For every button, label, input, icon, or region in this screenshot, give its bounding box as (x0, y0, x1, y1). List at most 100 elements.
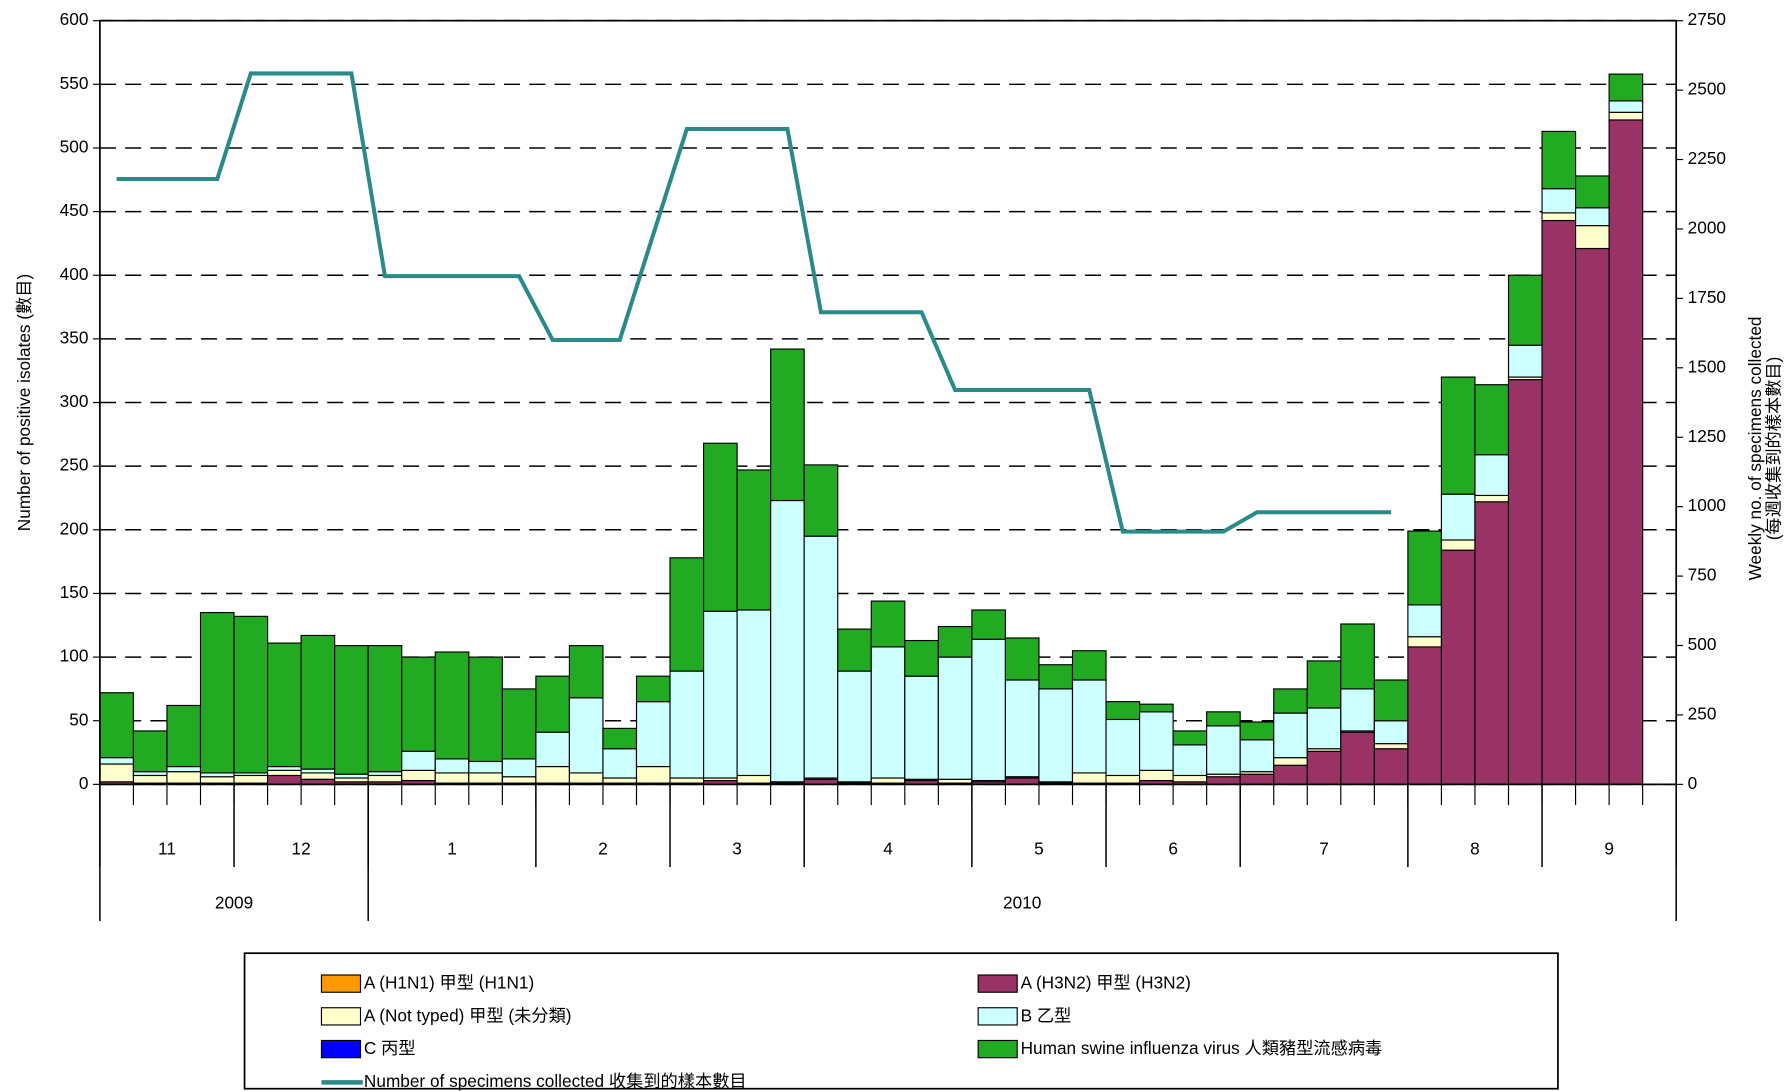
bar-segment (635, 765, 671, 784)
y2-tick-label: 2750 (1688, 9, 1726, 29)
bar-segment (1440, 493, 1476, 541)
bar-segment (1440, 549, 1476, 785)
bar-segment (1474, 494, 1510, 503)
bar-segment (1306, 707, 1342, 750)
bar-segment (1541, 130, 1577, 190)
bar-segment (837, 628, 872, 672)
bar-segment (1206, 711, 1241, 727)
bar-segment (1105, 718, 1141, 777)
bar-segment (1474, 454, 1510, 497)
y2-tick-label: 750 (1688, 565, 1717, 585)
bar-segment (602, 748, 638, 779)
bar-segment (1105, 774, 1141, 784)
bar-segment (635, 675, 671, 703)
y-tick-label: 550 (60, 73, 89, 93)
bar-segment (803, 464, 839, 537)
bar-segment (1306, 750, 1342, 785)
bar-segment (1139, 711, 1174, 771)
legend-swatch (977, 1007, 1018, 1026)
bar-segment (703, 610, 738, 779)
y2-tick-label: 2500 (1688, 79, 1726, 99)
legend-label: C 丙型 (364, 1038, 416, 1058)
legend-swatch (320, 1007, 362, 1026)
bar-segment (367, 774, 403, 783)
bar-segment (1373, 720, 1409, 745)
bar-segment (1004, 679, 1040, 778)
y-tick-label: 300 (60, 391, 89, 411)
months-label: 4 (883, 838, 893, 858)
bar-segment (1407, 636, 1442, 648)
bar-segment (1239, 773, 1275, 785)
bar-segment (1340, 731, 1375, 785)
y-tick-label: 500 (60, 137, 89, 157)
bar-segment (1071, 650, 1107, 681)
bar-segment (434, 651, 470, 760)
months-label: 5 (1034, 838, 1044, 858)
y2-axis-label: Weekly no. of specimens collected (1745, 317, 1765, 581)
y-tick-label: 200 (60, 518, 89, 538)
bar-segment (1474, 384, 1510, 456)
bar-segment (1507, 274, 1543, 346)
legend-label: A (H1N1) 甲型 (H1N1) (364, 973, 534, 993)
bar-segment (1004, 777, 1040, 785)
y-tick-label: 400 (60, 264, 89, 284)
bar-segment (501, 776, 537, 784)
y-tick-label: 600 (60, 9, 89, 29)
months-label: 6 (1168, 838, 1178, 858)
bar-segment (267, 642, 302, 768)
bar-segment (1172, 730, 1208, 746)
bar-segment (1239, 721, 1275, 741)
bar-segment (1541, 219, 1577, 785)
bar-segment (770, 348, 805, 502)
months-label: 9 (1604, 838, 1614, 858)
bar-segment (166, 771, 202, 784)
bar-segment (468, 760, 503, 774)
bar-segment (1575, 175, 1610, 209)
bar-segment (1139, 769, 1174, 782)
bar-segment (1575, 207, 1610, 227)
bar-segment (971, 638, 1006, 782)
bar-segment (367, 645, 403, 773)
bar-segment (1608, 111, 1644, 121)
months-label: 2 (598, 838, 608, 858)
y2-tick-label: 2000 (1688, 217, 1726, 237)
months-label: 8 (1470, 838, 1480, 858)
legend-swatch (320, 1039, 362, 1059)
bar-segment (870, 600, 906, 648)
bar-segment (1004, 637, 1040, 681)
bar-segment (99, 757, 134, 765)
legend-swatch (977, 1039, 1018, 1059)
bar-segment (132, 774, 168, 784)
bar-segment (535, 675, 570, 733)
bar-segment (1172, 774, 1208, 783)
legend-label: A (Not typed) 甲型 (未分類) (364, 1005, 572, 1025)
bar-segment (669, 557, 705, 672)
bar-segment (166, 704, 202, 768)
bar-segment (1273, 712, 1308, 759)
months-label: 7 (1319, 838, 1329, 858)
bar-segment (1541, 188, 1577, 214)
bar-segment (401, 656, 436, 752)
bar-segment (937, 656, 973, 780)
legend-label: Number of specimens collected 收集到的樣本數目 (364, 1071, 747, 1091)
bar-segment (1172, 744, 1208, 777)
months-label: 11 (158, 838, 176, 858)
bar-segment (1608, 119, 1644, 785)
legend-box (243, 952, 1559, 1090)
legend-swatch (977, 974, 1018, 993)
y2-tick-label: 0 (1688, 773, 1698, 793)
bar-segment (300, 772, 336, 780)
months-label: 1 (447, 838, 457, 858)
bar-segment (99, 763, 134, 783)
y-tick-label: 450 (60, 200, 89, 220)
y-tick-label: 0 (79, 773, 89, 793)
y2-tick-label: 1000 (1688, 495, 1726, 515)
bar-segment (568, 772, 604, 784)
bar-segment (870, 777, 906, 784)
bar-segment (1139, 703, 1174, 713)
bar-segment (1373, 679, 1409, 722)
bar-segment (971, 609, 1006, 640)
bar-segment (1541, 212, 1577, 222)
bar-segment (1575, 225, 1610, 250)
bar-segment (199, 776, 235, 784)
